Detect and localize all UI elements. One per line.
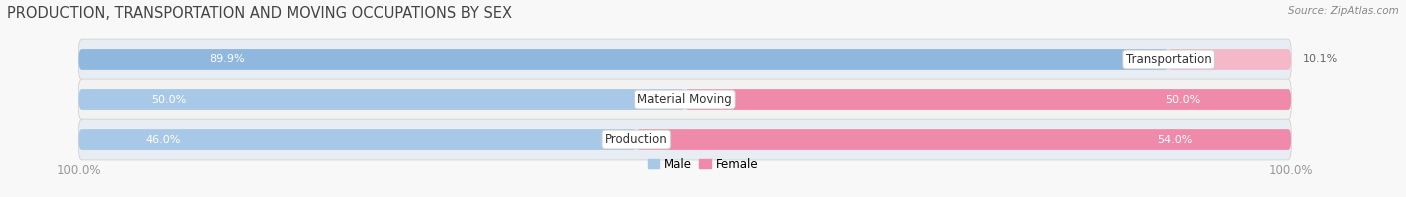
FancyBboxPatch shape [79, 79, 1291, 120]
Text: 50.0%: 50.0% [1166, 95, 1201, 104]
Text: 54.0%: 54.0% [1157, 135, 1192, 145]
FancyBboxPatch shape [79, 89, 685, 110]
FancyBboxPatch shape [1168, 49, 1291, 70]
Text: Material Moving: Material Moving [637, 93, 733, 106]
FancyBboxPatch shape [685, 89, 1291, 110]
FancyBboxPatch shape [79, 119, 1291, 160]
Text: PRODUCTION, TRANSPORTATION AND MOVING OCCUPATIONS BY SEX: PRODUCTION, TRANSPORTATION AND MOVING OC… [7, 6, 512, 21]
Text: 10.1%: 10.1% [1303, 55, 1339, 64]
Text: Transportation: Transportation [1126, 53, 1212, 66]
Text: 46.0%: 46.0% [145, 135, 181, 145]
FancyBboxPatch shape [79, 39, 1291, 80]
Legend: Male, Female: Male, Female [648, 158, 758, 171]
FancyBboxPatch shape [79, 49, 1168, 70]
Text: 50.0%: 50.0% [152, 95, 187, 104]
Text: Production: Production [605, 133, 668, 146]
Text: 89.9%: 89.9% [209, 55, 245, 64]
FancyBboxPatch shape [79, 129, 637, 150]
Text: Source: ZipAtlas.com: Source: ZipAtlas.com [1288, 6, 1399, 16]
FancyBboxPatch shape [637, 129, 1291, 150]
